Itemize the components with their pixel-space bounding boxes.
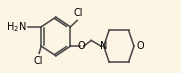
Text: N: N bbox=[100, 41, 107, 51]
Text: Cl: Cl bbox=[73, 8, 83, 18]
Text: Cl: Cl bbox=[34, 56, 43, 66]
Text: O: O bbox=[136, 41, 144, 51]
Text: O: O bbox=[78, 41, 85, 51]
Text: H$_2$N: H$_2$N bbox=[6, 20, 26, 34]
